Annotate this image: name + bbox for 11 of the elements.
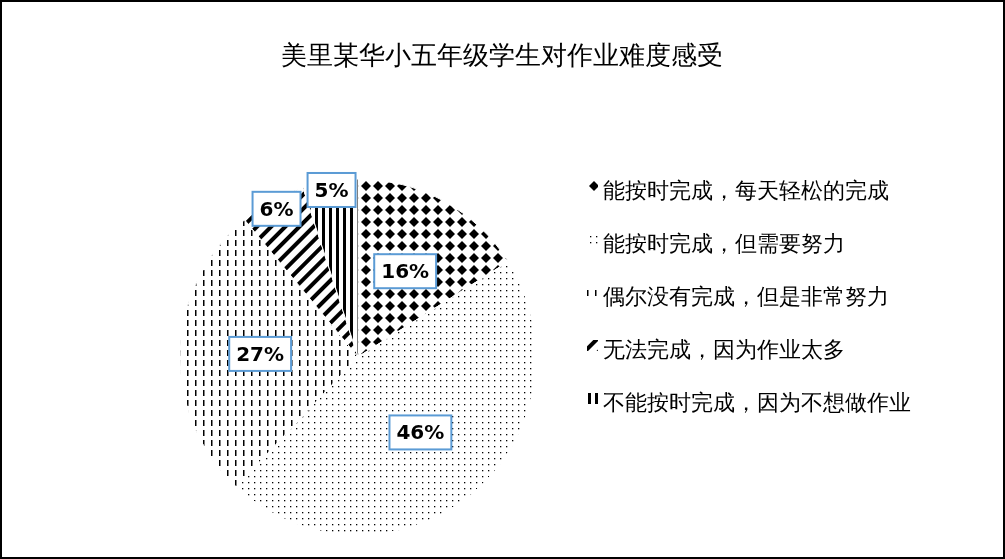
legend-label: 能按时完成，每天轻松的完成 xyxy=(603,178,889,203)
legend-label: 能按时完成，但需要努力 xyxy=(603,231,845,256)
data-label: 16% xyxy=(381,259,430,284)
chart-title: 美里某华小五年级学生对作业难度感受 xyxy=(281,40,723,70)
data-label: 5% xyxy=(314,177,349,202)
legend-label: 不能按时完成，因为不想做作业 xyxy=(603,390,911,415)
data-label: 46% xyxy=(396,420,445,445)
data-label: 6% xyxy=(259,196,294,221)
data-label: 27% xyxy=(236,341,285,366)
legend-label: 无法完成，因为作业太多 xyxy=(603,337,845,362)
legend-label: 偶尔没有完成，但是非常努力 xyxy=(603,284,889,309)
